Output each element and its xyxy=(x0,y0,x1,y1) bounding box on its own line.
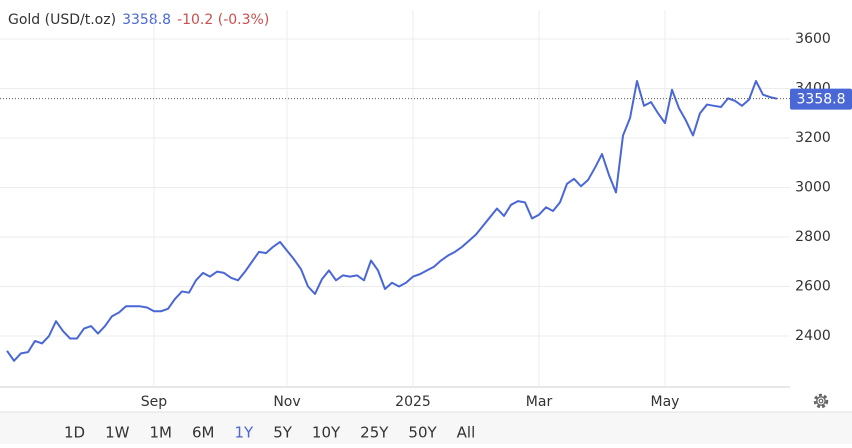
range-button[interactable]: 1D xyxy=(64,424,85,442)
settings-icon[interactable] xyxy=(813,393,829,409)
range-bar xyxy=(0,412,852,444)
y-tick-label: 3200 xyxy=(795,130,831,146)
header-price: 3358.8 xyxy=(122,12,171,28)
range-button[interactable]: 1W xyxy=(105,424,130,442)
range-button[interactable]: All xyxy=(457,424,476,442)
x-tick-label: Sep xyxy=(141,394,168,410)
price-line xyxy=(6,80,778,362)
range-button[interactable]: 6M xyxy=(192,424,215,442)
range-button[interactable]: 5Y xyxy=(273,424,293,442)
y-tick-label: 3600 xyxy=(795,31,831,47)
x-tick-label: May xyxy=(651,394,680,410)
range-button[interactable]: 25Y xyxy=(360,424,389,442)
range-button[interactable]: 1Y xyxy=(234,424,254,442)
y-tick-label: 2400 xyxy=(795,328,831,344)
last-price-label: 3358.8 xyxy=(797,92,846,108)
range-button[interactable]: 10Y xyxy=(312,424,341,442)
header-change: -10.2 (-0.3%) xyxy=(177,12,269,28)
range-button[interactable]: 50Y xyxy=(408,424,437,442)
x-tick-label: Mar xyxy=(526,394,553,410)
y-tick-label: 3000 xyxy=(795,179,831,195)
y-tick-label: 2800 xyxy=(795,229,831,245)
chart-title: Gold (USD/t.oz) xyxy=(8,12,116,28)
y-tick-label: 2600 xyxy=(795,278,831,294)
x-tick-label: 2025 xyxy=(395,394,431,410)
last-price-tag xyxy=(790,88,852,110)
range-button[interactable]: 1M xyxy=(149,424,172,442)
x-tick-label: Nov xyxy=(273,394,300,410)
